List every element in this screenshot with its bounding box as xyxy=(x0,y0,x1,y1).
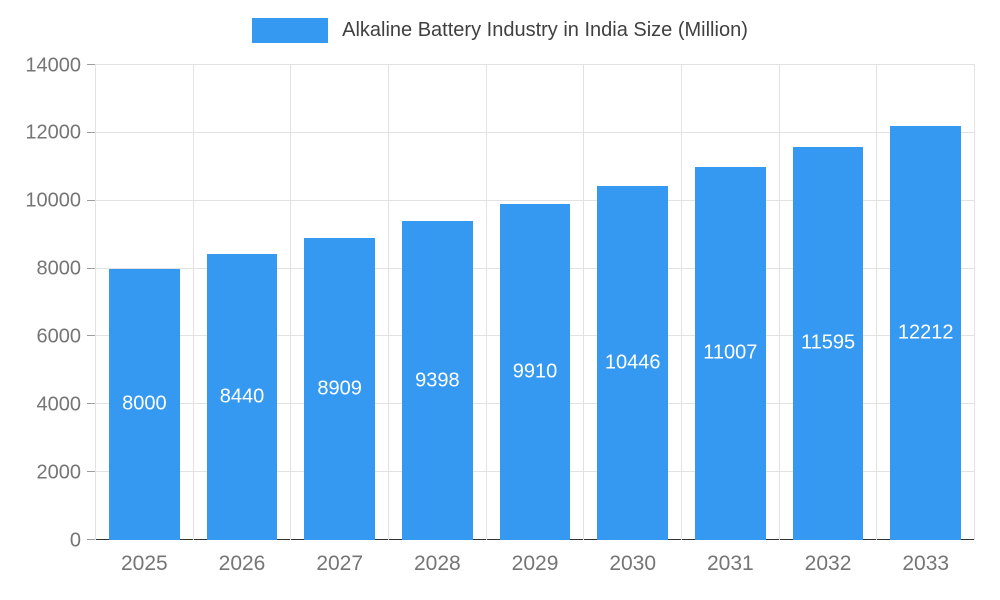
bar: 11007 xyxy=(695,166,766,540)
bar-value-label: 8440 xyxy=(219,385,265,408)
bar: 10446 xyxy=(597,185,668,540)
x-tick-label: 2028 xyxy=(413,552,461,575)
x-tick-label: 2032 xyxy=(804,552,852,575)
bar: 11595 xyxy=(792,146,864,540)
y-tick-label: 8000 xyxy=(36,257,82,280)
category-cell: 12212 2033 xyxy=(877,65,976,575)
bar-value-label: 10446 xyxy=(604,351,661,374)
legend: Alkaline Battery Industry in India Size … xyxy=(0,18,1000,43)
bar: 8909 xyxy=(304,237,375,540)
y-tick-label: 0 xyxy=(69,529,81,551)
bars-row: 8000 2025 8440 2026 8909 2027 9398 2028 9910 2029… xyxy=(95,65,976,575)
x-tick-label: 2027 xyxy=(316,552,364,575)
y-tick-mark xyxy=(87,267,95,269)
gridline xyxy=(95,131,975,133)
bar-value-label: 9910 xyxy=(512,360,558,383)
y-tick-label: 14000 xyxy=(25,54,81,76)
y-tick-label: 2000 xyxy=(36,461,82,484)
y-tick-mark xyxy=(87,131,95,133)
y-tick-mark xyxy=(87,335,95,337)
bar-value-label: 8000 xyxy=(122,392,167,415)
bar-value-label: 9398 xyxy=(415,369,460,392)
category-cell: 8000 2025 xyxy=(95,65,194,575)
y-tick-label: 12000 xyxy=(25,121,81,144)
bar-value-label: 11007 xyxy=(703,341,758,364)
category-cell: 10446 2030 xyxy=(584,65,683,575)
x-tick-label: 2029 xyxy=(511,552,559,575)
category-cell: 9910 2029 xyxy=(487,65,585,575)
bar: 12212 xyxy=(890,125,961,540)
legend-swatch xyxy=(252,18,329,43)
category-cell: 11595 2032 xyxy=(780,65,878,575)
x-tick-label: 2033 xyxy=(902,552,950,575)
y-tick-label: 10000 xyxy=(25,189,81,212)
y-tick-mark xyxy=(87,64,95,65)
gridline xyxy=(95,64,975,65)
category-cell: 8909 2027 xyxy=(291,65,390,575)
bar: 9398 xyxy=(402,221,473,540)
y-tick-mark xyxy=(87,539,95,540)
x-tick-label: 2025 xyxy=(120,552,168,575)
x-tick-label: 2031 xyxy=(707,552,754,575)
bar-value-label: 11595 xyxy=(800,331,856,354)
x-tick-label: 2030 xyxy=(609,552,657,575)
gridline xyxy=(95,199,975,201)
category-cell: 9398 2028 xyxy=(389,65,487,575)
category-cell: 8440 2026 xyxy=(194,65,292,575)
bar-value-label: 8909 xyxy=(317,377,362,400)
y-tick-mark xyxy=(87,403,95,405)
bar: 9910 xyxy=(499,203,571,540)
y-tick-mark xyxy=(87,199,95,201)
chart-title: Alkaline Battery Industry in India Size … xyxy=(342,19,748,41)
bar-value-label: 12212 xyxy=(897,321,954,344)
y-tick-mark xyxy=(87,471,95,473)
bar: 8000 xyxy=(109,268,180,540)
y-tick-label: 4000 xyxy=(36,393,82,416)
category-cell: 11007 2031 xyxy=(682,65,780,575)
bar: 8440 xyxy=(206,253,278,540)
x-tick-label: 2026 xyxy=(218,552,266,575)
plot-area: 8000 2025 8440 2026 8909 2027 9398 2028 9910 2029… xyxy=(25,54,976,575)
y-tick-label: 6000 xyxy=(36,325,82,348)
